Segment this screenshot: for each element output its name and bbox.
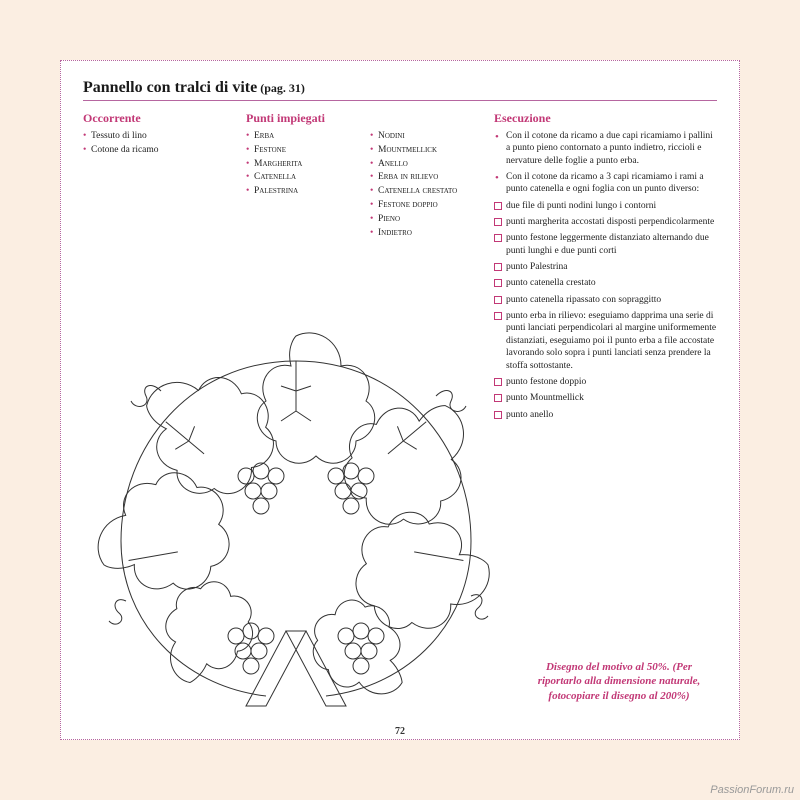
list-item: Mountmellick <box>370 144 476 157</box>
document-card: Pannello con tralci di vite (pag. 31) Oc… <box>60 60 740 740</box>
esecuzione-list: Con il cotone da ricamo a due capi ricam… <box>494 130 717 421</box>
list-item: punti margherita accostati disposti perp… <box>494 216 717 228</box>
list-item: punto Palestrina <box>494 261 717 273</box>
list-item: punto erba in rilievo: eseguiamo dapprim… <box>494 310 717 372</box>
list-item: Erba <box>246 130 352 143</box>
list-item: due file di punti nodini lungo i contorn… <box>494 200 717 212</box>
occorrente-heading: Occorrente <box>83 111 228 126</box>
list-item: Nodini <box>370 130 476 143</box>
title-row: Pannello con tralci di vite (pag. 31) <box>83 79 717 101</box>
watermark: PassionForum.ru <box>710 784 794 796</box>
list-item: punto catenella ripassato con sopraggitt… <box>494 294 717 306</box>
list-item: Catenella crestato <box>370 185 476 198</box>
list-item: Tessuto di lino <box>83 130 228 143</box>
list-item: punto catenella crestato <box>494 277 717 289</box>
list-item: punto festone doppio <box>494 376 717 388</box>
col-esecuzione: Esecuzione Con il cotone da ricamo a due… <box>494 111 717 425</box>
list-item: Erba in rilievo <box>370 171 476 184</box>
scale-note: Disegno del motivo al 50%. (Per riportar… <box>529 660 709 703</box>
list-item: punto festone leggermente distanziato al… <box>494 232 717 257</box>
list-item: Anello <box>370 158 476 171</box>
page-title: Pannello con tralci di vite <box>83 79 257 96</box>
spacer <box>370 111 476 126</box>
list-item: Festone doppio <box>370 199 476 212</box>
list-item: Palestrina <box>246 185 352 198</box>
list-item: punto anello <box>494 409 717 421</box>
list-item: Cotone da ricamo <box>83 144 228 157</box>
occorrente-list: Tessuto di lino Cotone da ricamo <box>83 130 228 157</box>
list-item: Con il cotone da ricamo a due capi ricam… <box>494 130 717 167</box>
list-item: Catenella <box>246 171 352 184</box>
list-item: Festone <box>246 144 352 157</box>
page-number: 72 <box>61 726 739 737</box>
punti-list1: Erba Festone Margherita Catenella Palest… <box>246 130 352 198</box>
punti-list2: Nodini Mountmellick Anello Erba in rilie… <box>370 130 476 240</box>
list-item: punto Mountmellick <box>494 392 717 404</box>
page-title-ref: (pag. 31) <box>257 81 305 95</box>
list-item: Indietro <box>370 227 476 240</box>
list-item: Con il cotone da ricamo a 3 capi ricamia… <box>494 171 717 196</box>
vine-wreath-diagram <box>81 291 511 721</box>
punti-heading: Punti impiegati <box>246 111 352 126</box>
esecuzione-heading: Esecuzione <box>494 111 717 126</box>
list-item: Pieno <box>370 213 476 226</box>
list-item: Margherita <box>246 158 352 171</box>
